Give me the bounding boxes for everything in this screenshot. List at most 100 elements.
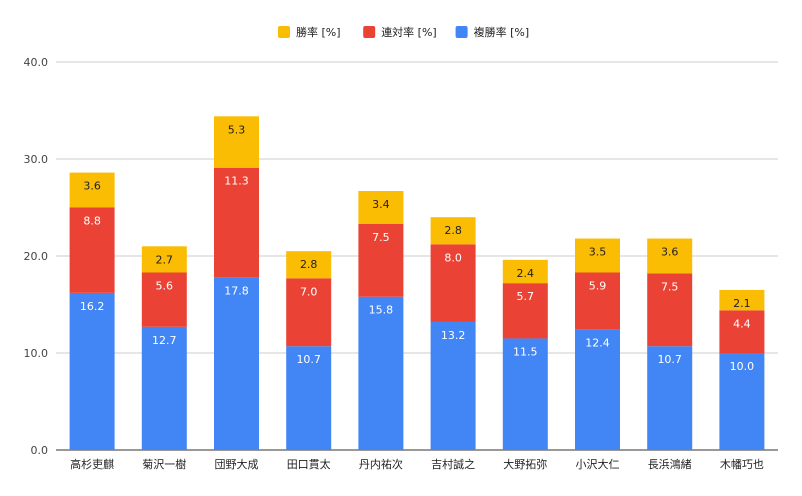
bar-segment	[69, 207, 115, 293]
bar-segment	[430, 321, 476, 450]
data-label: 2.8	[300, 258, 318, 271]
bar-segment	[358, 191, 404, 224]
data-label: 12.7	[152, 334, 177, 347]
data-label: 2.8	[444, 224, 462, 237]
bar-segment	[286, 251, 332, 279]
data-label: 16.2	[80, 300, 105, 313]
bar-stack: 17.8 11.3 5.3	[214, 116, 259, 450]
bar-segment	[286, 278, 332, 347]
bar-segment	[286, 346, 332, 450]
bar-stack: 10.7 7.5 3.6	[647, 238, 693, 450]
data-label: 8.8	[83, 215, 101, 228]
data-label: 3.6	[661, 246, 679, 259]
bar-segment	[358, 223, 404, 297]
bar-segment	[430, 244, 476, 322]
data-label: 11.5	[513, 345, 538, 358]
bar-stack: 12.7 5.6 2.7	[141, 246, 187, 450]
bar-segment	[647, 238, 693, 274]
data-label: 7.5	[372, 231, 390, 244]
data-label: 12.4	[585, 337, 610, 350]
data-label: 17.8	[224, 284, 249, 297]
y-axis: 0.0 10.0 20.0 30.0 40.0	[24, 56, 49, 457]
x-tick-label: 小沢大仁	[576, 457, 620, 471]
x-tick-label: 菊沢一樹	[142, 457, 186, 471]
legend-swatch	[455, 26, 468, 38]
data-label: 15.8	[369, 304, 394, 317]
x-tick-label: 団野大成	[215, 457, 259, 471]
data-label: 4.4	[733, 317, 751, 330]
data-label: 3.5	[589, 246, 607, 259]
x-tick-label: 大野拓弥	[503, 457, 547, 471]
bar-stack: 15.8 7.5 3.4	[358, 191, 404, 450]
bars: 16.2 8.8 3.6 12.7 5.6 2.7 17.8 11.3 5.3 10.7 7.0 2.…	[69, 116, 765, 450]
data-label: 8.0	[444, 251, 462, 264]
data-label: 5.9	[589, 279, 607, 292]
bar-segment	[214, 277, 259, 450]
bar-segment	[141, 272, 187, 327]
bar-segment	[69, 172, 115, 208]
y-tick-label: 40.0	[24, 56, 49, 69]
data-label: 3.6	[83, 180, 101, 193]
legend: 勝率 [%] 連対率 [%] 複勝率 [%]	[278, 25, 529, 39]
y-tick-label: 20.0	[24, 250, 49, 263]
legend-label: 複勝率 [%]	[474, 25, 530, 39]
data-label: 7.5	[661, 280, 679, 293]
data-label: 11.3	[224, 175, 249, 188]
data-label: 10.7	[657, 353, 682, 366]
data-label: 2.1	[733, 297, 751, 310]
data-label: 5.7	[517, 290, 535, 303]
bar-segment	[430, 217, 476, 245]
y-tick-label: 10.0	[24, 347, 49, 360]
data-label: 5.6	[156, 279, 174, 292]
legend-item: 勝率 [%]	[278, 25, 341, 39]
bar-segment	[719, 353, 765, 450]
bar-segment	[502, 259, 548, 284]
data-label: 2.7	[156, 253, 174, 266]
data-label: 2.4	[517, 267, 535, 280]
bar-segment	[575, 272, 620, 330]
x-tick-label: 吉村誠之	[431, 457, 475, 471]
legend-item: 複勝率 [%]	[455, 25, 530, 39]
bar-stack: 10.0 4.4 2.1	[719, 289, 765, 450]
bar-segment	[358, 296, 404, 450]
bar-segment	[719, 310, 765, 353]
bar-segment	[502, 283, 548, 339]
bar-stack: 12.4 5.9 3.5	[575, 238, 620, 450]
bar-segment	[647, 346, 693, 450]
bar-segment	[502, 338, 548, 450]
bar-segment	[214, 167, 259, 278]
bar-segment	[719, 289, 765, 311]
x-tick-label: 長浜鴻緒	[648, 457, 692, 471]
bar-segment	[69, 292, 115, 450]
data-label: 5.3	[228, 123, 246, 136]
x-tick-label: 丹内祐次	[359, 457, 403, 471]
bar-segment	[647, 273, 693, 347]
bar-segment	[575, 329, 620, 450]
data-label: 10.0	[730, 360, 755, 373]
x-tick-label: 田口貫太	[287, 458, 331, 471]
data-label: 10.7	[296, 353, 321, 366]
legend-item: 連対率 [%]	[363, 25, 437, 39]
bar-segment	[141, 246, 187, 273]
bar-stack: 13.2 8.0 2.8	[430, 217, 476, 450]
legend-label: 連対率 [%]	[381, 25, 437, 39]
legend-label: 勝率 [%]	[296, 25, 341, 39]
bar-segment	[214, 116, 259, 168]
bar-stack: 16.2 8.8 3.6	[69, 172, 115, 450]
y-tick-label: 30.0	[24, 153, 49, 166]
legend-swatch	[363, 26, 376, 38]
legend-swatch	[278, 26, 290, 38]
data-label: 13.2	[441, 329, 466, 342]
data-label: 3.4	[372, 198, 390, 211]
x-tick-label: 高杉吏麒	[70, 457, 114, 471]
bar-stack: 10.7 7.0 2.8	[286, 251, 332, 450]
x-axis: 高杉吏麒 菊沢一樹 団野大成 田口貫太 丹内祐次 吉村誠之 大野拓弥 小沢大仁 長浜鴻緒 木幡巧也	[70, 457, 764, 471]
bar-segment	[575, 238, 620, 273]
bar-segment	[141, 326, 187, 450]
x-tick-label: 木幡巧也	[720, 457, 764, 471]
bar-stack: 11.5 5.7 2.4	[502, 259, 548, 450]
data-label: 7.0	[300, 285, 318, 298]
y-tick-label: 0.0	[31, 444, 49, 457]
